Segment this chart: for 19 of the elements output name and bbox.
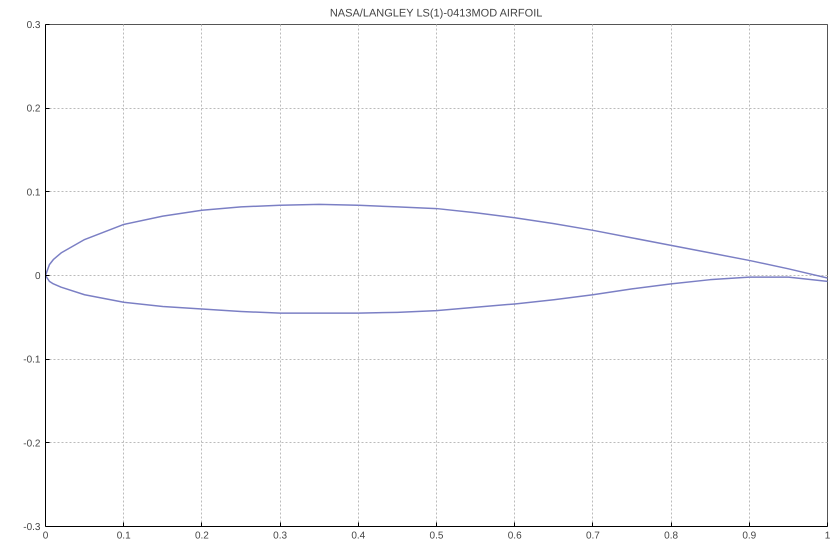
- y-tick-label: 0.1: [26, 187, 41, 198]
- x-tick-label: 0.3: [273, 530, 288, 541]
- y-tick-label: 0: [34, 271, 41, 282]
- x-tick-label: 0.4: [351, 530, 366, 541]
- y-tick-label: -0.3: [23, 522, 41, 533]
- x-tick-label: 0.8: [664, 530, 678, 541]
- x-tick-label: 0.7: [586, 530, 600, 541]
- y-tick-label: 0.3: [26, 20, 41, 31]
- x-tick-label: 1: [824, 530, 831, 541]
- x-tick-label: 0.6: [508, 530, 522, 541]
- y-tick-label: -0.2: [23, 438, 41, 450]
- x-tick-label: 0.5: [430, 530, 444, 541]
- y-tick-label: 0.2: [26, 104, 41, 115]
- x-tick-label: 0.9: [742, 530, 757, 541]
- x-tick-label: 0.1: [116, 530, 132, 541]
- chart-title: NASA/LANGLEY LS(1)-0413MOD AIRFOIL: [330, 8, 542, 20]
- x-tick-label: 0: [42, 530, 49, 541]
- x-tick-label: 0.2: [194, 530, 210, 541]
- y-tick-label: -0.1: [23, 354, 41, 366]
